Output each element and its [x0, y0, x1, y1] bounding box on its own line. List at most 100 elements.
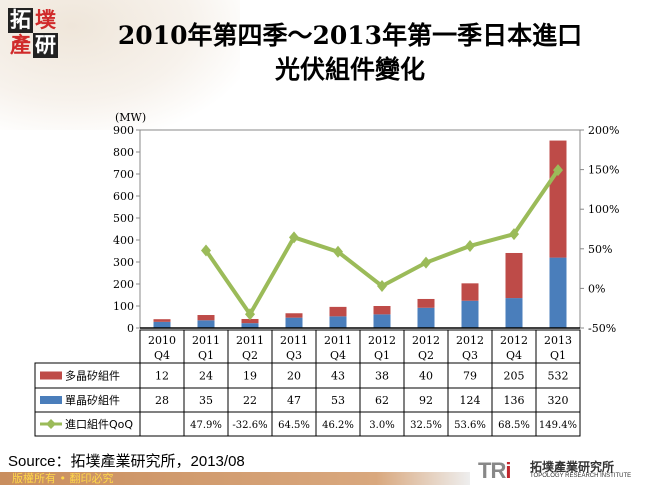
bar-mono — [285, 317, 303, 328]
legend-key-marker — [46, 419, 56, 429]
tri-brand-logo: TRi 拓墣產業研究所 TOPOLOGY RESEARCH INSTITUTE — [478, 458, 632, 483]
y-axis-label: (MW) — [115, 111, 146, 124]
y2-tick-label: 200% — [588, 124, 619, 137]
data-label: 136 — [504, 394, 525, 407]
data-label: 62 — [375, 394, 389, 407]
data-label: 40 — [419, 370, 433, 383]
y-tick-label: 0 — [127, 322, 134, 335]
data-label: 64.5% — [278, 420, 310, 431]
x-tick-label-year: 2013 — [544, 334, 572, 347]
bar-poly — [505, 252, 523, 299]
x-tick-label-quarter: Q1 — [198, 349, 214, 362]
data-label: 205 — [504, 370, 525, 383]
y-tick-label: 300 — [113, 256, 134, 269]
data-label: 320 — [548, 394, 569, 407]
bar-poly — [329, 306, 347, 317]
legend-label: 多晶矽組件 — [65, 369, 120, 383]
x-tick-label-quarter: Q4 — [154, 349, 170, 362]
y-tick-label: 400 — [113, 234, 134, 247]
bar-poly — [241, 318, 259, 324]
legend-key-swatch — [40, 371, 62, 380]
bar-poly — [549, 140, 567, 258]
data-label: 28 — [155, 394, 169, 407]
data-label: 3.0% — [369, 420, 394, 431]
y2-tick-label: 150% — [588, 164, 619, 177]
x-tick-label-year: 2012 — [412, 334, 440, 347]
qoq-line — [204, 168, 560, 318]
x-tick-label-quarter: Q4 — [330, 349, 346, 362]
data-label: 19 — [243, 370, 257, 383]
source-note: Source：拓墣產業研究所，2013/08 — [8, 453, 245, 470]
data-label: 47.9% — [190, 420, 222, 431]
qoq-marker — [201, 244, 211, 257]
bar-poly — [285, 313, 303, 318]
copyright-bar: 版權所有 • 翻印必究 — [0, 472, 470, 485]
x-tick-label-year: 2012 — [456, 334, 484, 347]
bar-mono — [417, 307, 435, 328]
qoq-marker — [333, 245, 343, 258]
data-label: 12 — [155, 370, 169, 383]
x-tick-label-year: 2011 — [324, 334, 352, 347]
y2-tick-label: -50% — [588, 322, 616, 335]
qoq-marker — [289, 231, 299, 244]
x-tick-label-quarter: Q2 — [418, 349, 434, 362]
chart-title-line2: 光伏組件變化 — [274, 55, 425, 84]
x-tick-label-year: 2010 — [148, 334, 176, 347]
data-label: 46.2% — [322, 420, 354, 431]
bar-mono — [153, 321, 171, 328]
qoq-marker — [245, 308, 255, 321]
bar-mono — [329, 316, 347, 328]
y-tick-label: 800 — [113, 146, 134, 159]
data-label: 24 — [199, 370, 213, 383]
bar-mono — [505, 298, 523, 328]
qoq-marker — [509, 228, 519, 241]
logo: 拓墣產研 — [8, 8, 58, 58]
data-label: 32.5% — [410, 420, 442, 431]
bar-mono — [549, 257, 567, 328]
legend-label: 單晶矽組件 — [65, 393, 120, 407]
y-tick-label: 900 — [113, 124, 134, 137]
x-tick-label-quarter: Q1 — [374, 349, 390, 362]
x-tick-label-year: 2011 — [236, 334, 264, 347]
y2-tick-label: 0% — [588, 282, 605, 295]
y2-tick-label: 100% — [588, 203, 619, 216]
bar-mono — [373, 314, 391, 328]
background-map — [0, 0, 240, 130]
x-tick-label-quarter: Q1 — [550, 349, 566, 362]
x-tick-label-year: 2011 — [192, 334, 220, 347]
x-tick-label-year: 2011 — [280, 334, 308, 347]
y-tick-label: 700 — [113, 168, 134, 181]
data-label: 38 — [375, 370, 389, 383]
data-label: 124 — [460, 394, 481, 407]
qoq-marker — [553, 164, 563, 177]
bar-poly — [153, 319, 171, 322]
x-tick-label-quarter: Q2 — [242, 349, 258, 362]
bar-mono — [197, 320, 215, 328]
y-tick-label: 200 — [113, 278, 134, 291]
copyright-text: 版權所有 • 翻印必究 — [12, 472, 114, 485]
bar-poly — [197, 315, 215, 321]
y-tick-label: 500 — [113, 212, 134, 225]
qoq-marker — [465, 239, 475, 252]
y-tick-label: 100 — [113, 300, 134, 313]
data-label: 22 — [243, 394, 257, 407]
data-label: 92 — [419, 394, 433, 407]
qoq-marker — [377, 280, 387, 293]
data-label: 47 — [287, 394, 301, 407]
bar-poly — [461, 283, 479, 301]
chart-title-line1: 2010年第四季～2013年第一季日本進口 — [117, 21, 583, 50]
data-label: 68.5% — [498, 420, 530, 431]
x-tick-label-quarter: Q3 — [462, 349, 478, 362]
brand-cn: 拓墣產業研究所 — [530, 460, 615, 474]
legend-label: 進口組件QoQ — [65, 418, 133, 431]
data-label: 53.6% — [454, 420, 486, 431]
data-label: 43 — [331, 370, 345, 383]
data-label: 53 — [331, 394, 345, 407]
data-label: -32.6% — [232, 420, 267, 431]
data-label: 20 — [287, 370, 301, 383]
x-tick-label-quarter: Q3 — [286, 349, 302, 362]
legend-key-swatch — [40, 396, 62, 404]
data-label: 149.4% — [539, 420, 577, 431]
data-label: 532 — [548, 370, 569, 383]
